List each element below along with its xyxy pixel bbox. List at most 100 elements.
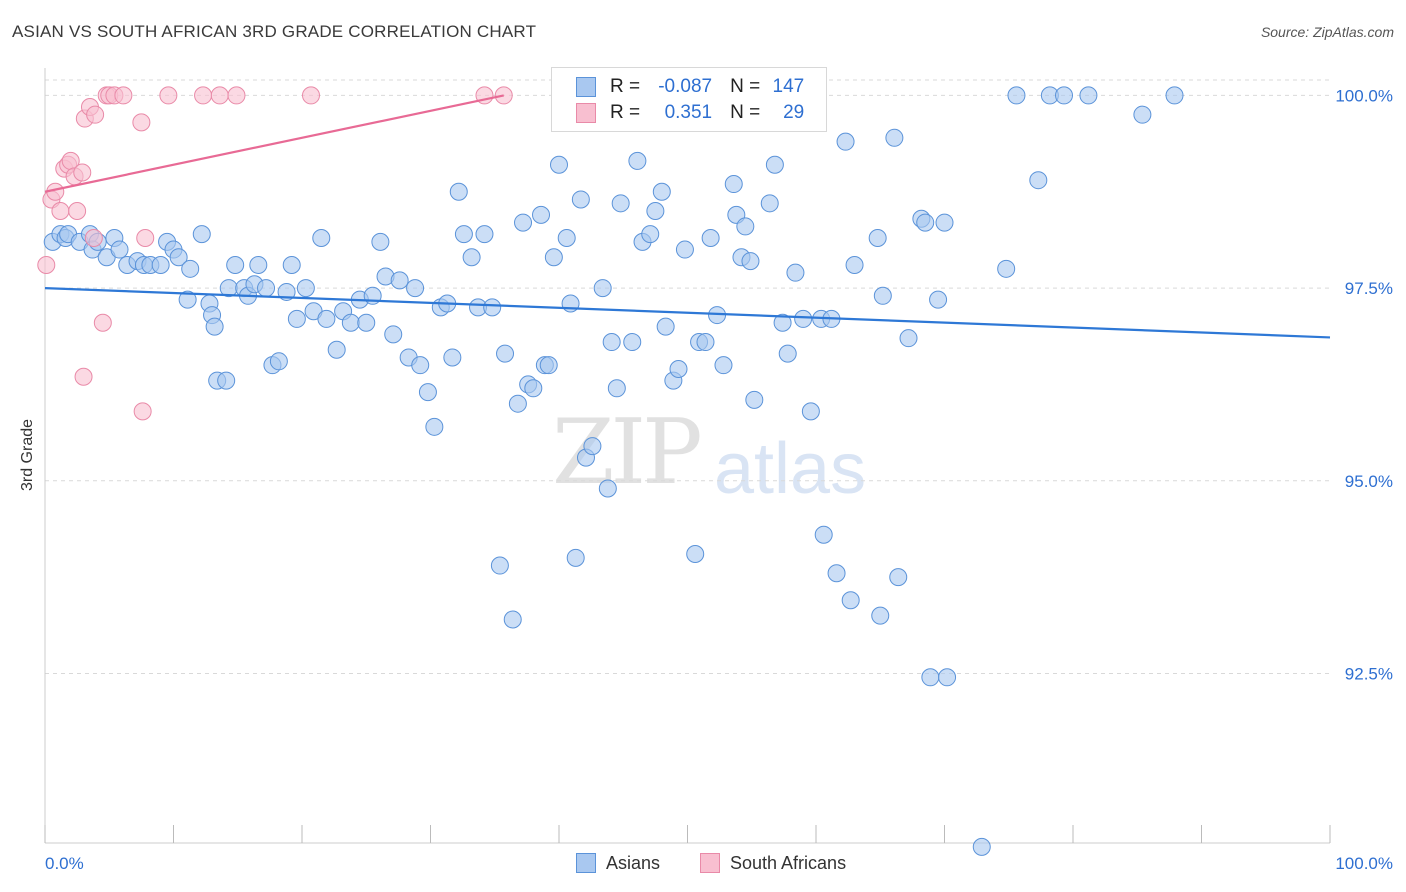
legend-item-asians[interactable]: Asians [576,852,660,874]
asians-point [765,155,784,174]
asians-point [899,329,918,348]
stats-row-south-africans: R = 0.351 N = 29 [576,102,804,126]
asians-point [475,225,494,244]
south-africans-point [93,313,112,332]
legend-label-south-africans: South Africans [730,852,847,873]
r-label: R = [610,102,641,123]
asians-point [226,255,245,274]
n-value: 147 [772,76,805,97]
watermark-zip: ZIP [552,400,703,505]
south-africans-point [227,86,246,105]
south-africans-point [210,86,229,105]
x-tick-label: 0.0% [45,854,84,873]
asians-point [724,175,743,194]
asians-point [1029,171,1048,190]
n-label: N = [730,102,761,123]
asians-point [287,309,306,328]
asians-point [598,479,617,498]
asians-point [566,548,585,567]
n-label: N = [730,76,761,97]
asians-point [794,309,813,328]
asians-point [406,279,425,298]
asians-point [623,333,642,352]
asians-point [1079,86,1098,105]
asians-point [675,240,694,259]
asians-point [571,190,590,209]
asians-point [296,279,315,298]
asians-point [827,564,846,583]
south-africans-point [194,86,213,105]
asians-point [327,340,346,359]
south-africans-point [86,105,105,124]
south-africans-point [68,202,87,221]
asians-point [110,240,129,259]
south-africans-point [74,367,93,386]
asians-point [778,344,797,363]
x-tick-label: 100.0% [1335,854,1393,873]
asians-point [593,279,612,298]
asians-point [935,213,954,232]
asians-point [539,356,558,375]
south-africans-point [133,402,152,421]
asians-point [646,202,665,221]
asians-point [1055,86,1074,105]
asians-point [845,255,864,274]
asians-point [607,379,626,398]
south-africans-point [159,86,178,105]
asians-point [871,606,890,625]
asians-point [151,255,170,274]
asians-point [178,290,197,309]
r-label: R = [610,76,641,97]
asians-point [544,248,563,267]
asians-point [1165,86,1184,105]
asians-point [873,286,892,305]
legend-item-south-africans[interactable]: South Africans [700,852,846,874]
asians-point [312,228,331,247]
asians-legend-swatch [576,853,596,874]
asians-point [841,591,860,610]
south-africans-point [301,86,320,105]
asians-point [357,313,376,332]
asians-point [557,228,576,247]
south-africans-legend-swatch [700,853,720,874]
y-tick-label: 95.0% [1345,472,1393,491]
asians-point [929,290,948,309]
asians-point [921,668,940,687]
asians-point [462,248,481,267]
chart-title: ASIAN VS SOUTH AFRICAN 3RD GRADE CORRELA… [12,22,537,41]
asians-point [701,228,720,247]
asians-point [483,298,502,317]
asians-point [1007,86,1026,105]
asians-point [449,182,468,201]
asians-point [714,356,733,375]
asians-point [652,182,671,201]
asians-point [181,259,200,278]
stats-row-asians: R = -0.087 N = 147 [576,76,804,100]
asians-point [192,225,211,244]
asians-point [736,217,755,236]
south-africans-point [51,202,70,221]
asians-point [583,437,602,456]
south-africans-trend-line [44,94,504,193]
south-africans-point [136,228,155,247]
asians-point [814,525,833,544]
asians-point [628,151,647,170]
asians-point [836,132,855,151]
asians-point [889,568,908,587]
asians-point [443,348,462,367]
asians-point [490,556,509,575]
south-africans-point [73,163,92,182]
asians-point [390,271,409,290]
asians-point [972,837,991,856]
asians-point [741,252,760,271]
asians-point [514,213,533,232]
asians-point [773,313,792,332]
asians-point [371,232,390,251]
asians-point [916,213,935,232]
asians-point [418,383,437,402]
south-africans-point [132,113,151,132]
y-tick-label: 100.0% [1335,86,1393,105]
y-tick-label: 97.5% [1345,279,1393,298]
asians-point [801,402,820,421]
